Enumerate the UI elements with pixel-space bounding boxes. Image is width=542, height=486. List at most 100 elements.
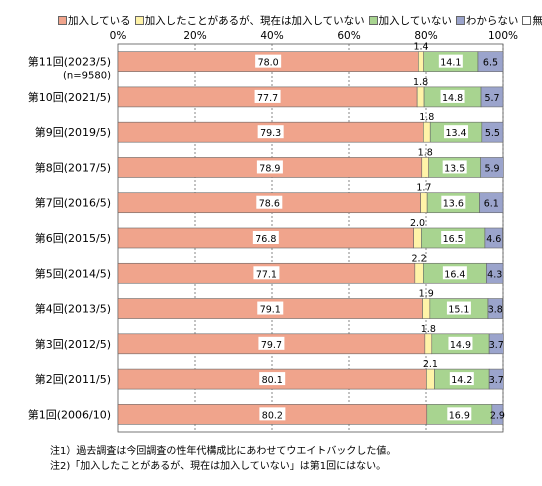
data-label: 6.5	[483, 58, 498, 69]
data-label-bg	[442, 266, 467, 280]
bar-segment	[417, 51, 424, 72]
legend-swatch	[522, 16, 532, 25]
legend-label: わからない	[465, 15, 519, 27]
sample-size-label: (n=9580)	[63, 71, 111, 82]
data-label-bg	[259, 372, 286, 386]
bar-segment	[477, 51, 504, 72]
legend-swatch	[134, 16, 144, 25]
data-label: 14.1	[440, 58, 461, 69]
category-label: 第9回(2019/5)	[35, 125, 111, 139]
data-label: 6.1	[484, 199, 499, 210]
bar-segment	[488, 333, 504, 355]
data-label-bg	[256, 160, 283, 174]
legend-swatch	[368, 16, 378, 25]
data-label: 3.7	[489, 340, 504, 351]
data-label: 15.1	[448, 305, 469, 316]
legend-item: 加入したことがあるが、現在は加入していない	[134, 13, 365, 28]
bar-segment	[421, 157, 429, 178]
data-label: 14.8	[442, 93, 463, 104]
data-label-bg	[259, 407, 286, 421]
category-label: 第8回(2017/5)	[35, 160, 111, 174]
data-label: 78.6	[259, 199, 280, 210]
data-label: 78.0	[258, 58, 279, 69]
data-label: 79.3	[260, 128, 281, 139]
legend-label: 加入していない	[378, 15, 452, 27]
data-label: 3.8	[488, 305, 503, 316]
bar-segment	[426, 368, 435, 390]
data-label: 1.8	[413, 77, 428, 88]
bar-segment	[414, 262, 424, 284]
legend-item: 加入していない	[368, 13, 452, 28]
data-label: 3.7	[489, 375, 504, 386]
bar-segment	[420, 192, 428, 214]
x-tick-label: 20%	[183, 30, 206, 42]
note-2: 注2)「加入したことがあるが、現在は加入していない」は第1回にはない。	[50, 461, 387, 472]
category-label: 第2回(2011/5)	[35, 372, 111, 386]
bar-segment	[416, 86, 425, 108]
data-label: 1.7	[416, 183, 431, 194]
data-label-bg	[257, 301, 284, 315]
data-label: 5.5	[485, 128, 500, 139]
data-label-bg	[438, 54, 463, 68]
data-label: 14.2	[451, 375, 472, 386]
chart-legend: 加入している 加入したことがあるが、現在は加入していない 加入していない わからない 無…	[58, 13, 542, 28]
legend-label: 無回答	[532, 15, 542, 27]
category-label: 第10回(2021/5)	[28, 90, 111, 104]
data-label-bg	[253, 266, 280, 280]
legend-swatch	[455, 16, 465, 25]
data-label-bg	[448, 336, 473, 350]
bar-segment	[479, 192, 504, 214]
data-label-bg	[449, 372, 474, 386]
data-label-bg	[442, 160, 467, 174]
data-label-bg	[447, 407, 472, 421]
data-label: 16.5	[443, 234, 464, 245]
data-label: 14.9	[450, 340, 471, 351]
data-label-bg	[252, 231, 279, 244]
data-label: 1.8	[421, 324, 436, 335]
data-label-bg	[256, 195, 283, 209]
data-label: 80.2	[262, 410, 283, 421]
data-label-bg	[441, 231, 466, 244]
category-label: 第7回(2016/5)	[35, 196, 111, 210]
x-tick-label: 60%	[337, 30, 360, 42]
bar-segment	[424, 333, 433, 355]
data-label: 13.6	[443, 199, 464, 210]
legend-item: 無回答	[522, 13, 542, 28]
data-label: 80.1	[262, 375, 283, 386]
data-label: 1.8	[418, 147, 433, 158]
category-label: 第6回(2015/5)	[35, 231, 111, 245]
category-label: 第4回(2013/5)	[35, 302, 111, 316]
data-label: 2.1	[423, 359, 438, 370]
data-label: 1.8	[419, 112, 434, 123]
category-label: 第3回(2012/5)	[35, 337, 111, 351]
data-label: 16.4	[444, 269, 465, 280]
note-1: 注1）過去調査は今回調査の性年代構成比にあわせてウエイトバックした値。	[50, 446, 397, 457]
data-label-bg	[446, 301, 471, 315]
data-label: 1.4	[413, 42, 428, 53]
category-label: 第1回(2006/10)	[28, 407, 111, 421]
bar-segment	[481, 121, 504, 143]
data-label: 79.7	[261, 340, 282, 351]
data-label: 13.5	[444, 163, 465, 174]
data-label-bg	[254, 89, 281, 103]
data-label: 5.9	[484, 163, 499, 174]
legend-swatch	[58, 16, 67, 25]
bar-segment	[423, 121, 431, 143]
chart-notes: 注1）過去調査は今回調査の性年代構成比にあわせてウエイトバックした値。 注2)「…	[50, 444, 396, 474]
data-label: 5.7	[484, 93, 499, 104]
data-label: 2.0	[410, 218, 425, 229]
data-label: 13.4	[445, 128, 466, 139]
category-label: 第5回(2014/5)	[35, 266, 111, 280]
data-label: 2.9	[490, 410, 505, 421]
legend-label: 加入したことがあるが、現在は加入していない	[144, 15, 365, 27]
bar-segment	[488, 368, 504, 390]
data-label: 1.9	[419, 289, 434, 300]
data-label: 76.8	[255, 234, 276, 245]
category-label: 第11回(2023/5)	[28, 55, 111, 69]
legend-item: わからない	[455, 13, 519, 28]
data-label: 77.7	[257, 93, 278, 104]
x-tick-label: 80%	[414, 30, 437, 42]
data-label: 77.1	[256, 269, 277, 280]
data-label-bg	[257, 125, 284, 139]
